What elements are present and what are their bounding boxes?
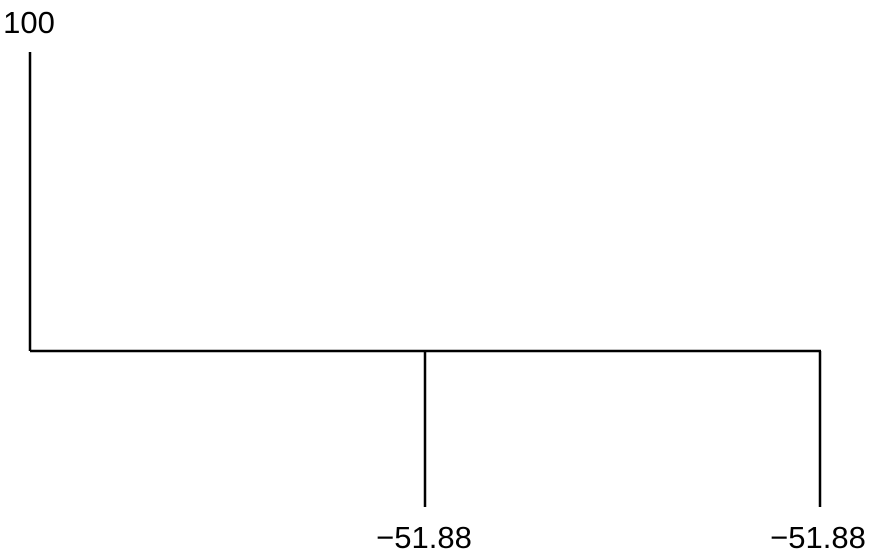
cash-flow-label-period-0: 100 [3,5,55,40]
cash-flow-label-period-1: −51.88 [376,520,472,555]
cash-flow-label-period-2: −51.88 [770,520,866,555]
